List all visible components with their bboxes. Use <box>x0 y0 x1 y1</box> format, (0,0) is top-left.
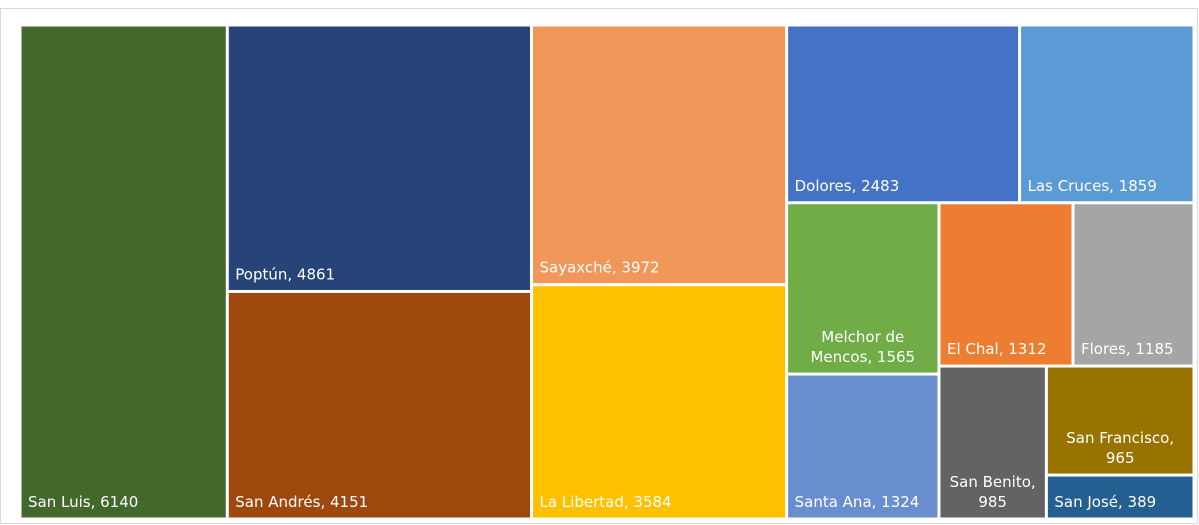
data-label: Melchor de Mencos, 1565 <box>810 328 915 366</box>
data-label: Dolores, 2483 <box>795 177 900 195</box>
data-label: Flores, 1185 <box>1081 340 1174 358</box>
treemap-tile <box>1047 367 1193 474</box>
treemap-tile <box>533 286 786 518</box>
data-label: Sayaxché, 3972 <box>540 259 660 277</box>
data-label: San Benito, 985 <box>950 473 1036 511</box>
treemap-tile <box>788 204 938 373</box>
data-label: Santa Ana, 1324 <box>795 493 920 511</box>
treemap-tile <box>228 26 531 290</box>
data-label: La Libertad, 3584 <box>540 493 672 511</box>
data-label: San Andrés, 4151 <box>235 493 368 511</box>
data-label: San Francisco, 965 <box>1066 429 1174 467</box>
treemap-tile <box>940 367 1045 518</box>
data-label: Poptún, 4861 <box>235 265 335 283</box>
data-label: El Chal, 1312 <box>947 340 1046 358</box>
treemap-tile <box>1074 204 1193 365</box>
data-label: San Luis, 6140 <box>28 493 138 511</box>
treemap-tile <box>788 375 938 518</box>
treemap-tile <box>228 292 531 518</box>
treemap-tile <box>21 26 226 518</box>
treemap-tile <box>940 204 1072 365</box>
treemap-tile <box>788 26 1019 202</box>
data-label: San José, 389 <box>1054 493 1156 511</box>
treemap-tile <box>1021 26 1193 202</box>
treemap-tile <box>1047 476 1193 518</box>
data-label: Las Cruces, 1859 <box>1028 177 1157 195</box>
treemap-tile <box>533 26 786 284</box>
